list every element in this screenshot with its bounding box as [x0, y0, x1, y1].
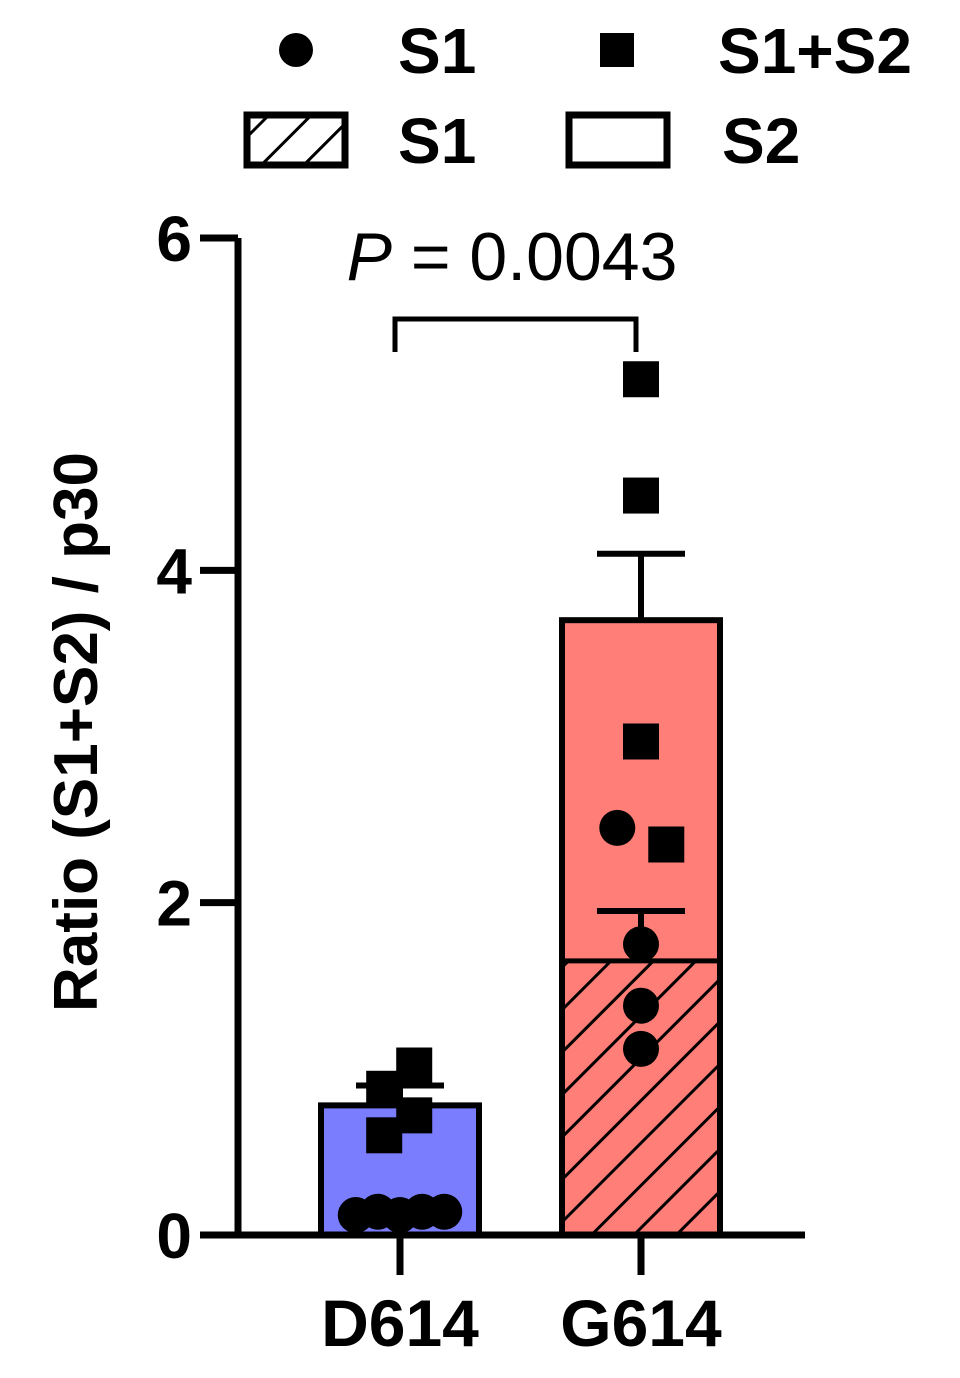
y-axis-title: Ratio (S1+S2) / p30	[42, 452, 111, 1012]
legend-label-points-s1s2: S1+S2	[718, 15, 912, 87]
p-value-text: = 0.0043	[392, 219, 677, 295]
point-s1-G614-10	[623, 926, 659, 963]
point-s1s2-D614-6	[366, 1117, 403, 1154]
points-layer	[337, 361, 685, 1234]
legend-square-marker	[600, 33, 634, 67]
legend-circle-marker	[279, 33, 313, 67]
point-s1s2-G614-16	[648, 826, 685, 863]
point-s1-D614-4	[426, 1193, 463, 1230]
x-category-label-G614: G614	[560, 1286, 722, 1360]
p-symbol: P	[347, 219, 392, 295]
y-tick-label-4: 4	[156, 535, 192, 607]
legend-label-bars-s1: S1	[398, 105, 476, 177]
y-tick-label-2: 2	[156, 868, 192, 940]
point-s1-G614-9	[599, 809, 636, 846]
point-s1s2-G614-15	[623, 723, 659, 760]
point-s1s2-D614-8	[396, 1097, 433, 1134]
point-s1s2-G614-14	[623, 477, 659, 514]
point-s1s2-D614-7	[396, 1047, 433, 1084]
p-value-label: P = 0.0043	[347, 219, 678, 295]
legend-label-points-s1: S1	[398, 15, 476, 87]
point-s1s2-G614-13	[623, 361, 659, 398]
bars-layer	[318, 550, 723, 1239]
significance-annotation: P = 0.0043	[347, 219, 678, 352]
y-tick-label-0: 0	[156, 1200, 192, 1272]
point-s1-G614-11	[623, 987, 659, 1024]
axes-layer: 0 2 4 6 D614 G614	[156, 203, 805, 1360]
significance-bracket	[392, 316, 639, 352]
legend-label-bars-s2: S2	[722, 105, 800, 177]
y-tick-label-6: 6	[156, 203, 192, 275]
point-s1s2-D614-5	[366, 1070, 403, 1107]
x-category-label-D614: D614	[321, 1286, 479, 1360]
point-s1-G614-12	[623, 1030, 659, 1067]
legend-solid-swatch	[565, 111, 671, 169]
legend-hatched-swatch	[243, 111, 349, 169]
legend: S1 S1+S2 S1 S2	[243, 15, 912, 177]
